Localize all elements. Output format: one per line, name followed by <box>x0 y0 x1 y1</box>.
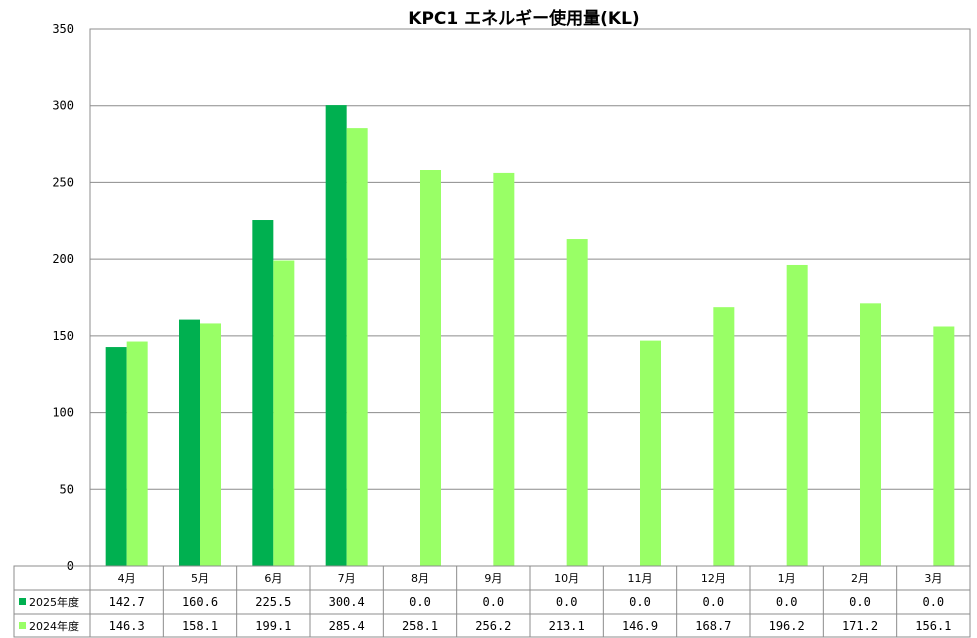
data-label: 156.1 <box>915 619 951 633</box>
data-label: 160.6 <box>182 595 218 609</box>
bar-series1 <box>179 319 200 566</box>
legend-swatch <box>19 622 26 629</box>
data-label: 0.0 <box>702 595 724 609</box>
x-tick-label: 2月 <box>851 572 869 585</box>
bar-series1 <box>105 347 127 566</box>
data-label: 146.3 <box>109 619 145 633</box>
legend-label: 2024年度 <box>29 619 79 633</box>
y-tick-label: 150 <box>52 329 74 343</box>
data-label: 0.0 <box>849 595 871 609</box>
data-label: 258.1 <box>402 619 438 633</box>
data-label: 300.4 <box>329 595 365 609</box>
y-tick-label: 50 <box>60 482 74 496</box>
data-table: 4月 5月 6月 7月 8月 9月 10月 11月 12月 1月 2月 3月 2025年度 142.7 16… <box>13 565 971 638</box>
bar-series2 <box>126 341 148 566</box>
bar-series2 <box>713 307 735 566</box>
data-label: 256.2 <box>475 619 511 633</box>
data-label: 0.0 <box>922 595 944 609</box>
bar-series2 <box>493 172 515 566</box>
data-label: 142.7 <box>109 595 145 609</box>
bar-series2 <box>786 264 808 566</box>
bar-series2 <box>860 303 881 566</box>
data-label: 0.0 <box>629 595 651 609</box>
legend-swatch <box>19 598 26 605</box>
y-tick-label: 350 <box>52 22 74 36</box>
chart-title: KPC1 エネルギー使用量(KL) <box>408 8 639 29</box>
x-tick-label: 3月 <box>924 572 942 585</box>
data-label: 213.1 <box>549 619 585 633</box>
data-label: 196.2 <box>769 619 805 633</box>
bars <box>105 105 955 567</box>
y-tick-label: 200 <box>52 252 74 266</box>
x-tick-label: 12月 <box>701 572 726 585</box>
y-tick-label: 100 <box>52 406 74 420</box>
data-label: 158.1 <box>182 619 218 633</box>
gridlines <box>89 28 971 567</box>
y-tick-label: 300 <box>52 99 74 113</box>
bar-series1 <box>325 105 347 566</box>
bar-series2 <box>273 260 295 566</box>
data-label: 285.4 <box>329 619 365 633</box>
x-tick-label: 1月 <box>778 572 796 585</box>
bar-series2 <box>640 340 661 566</box>
data-label: 0.0 <box>409 595 431 609</box>
bar-series2 <box>346 128 368 566</box>
data-label: 171.2 <box>842 619 878 633</box>
data-label: 225.5 <box>255 595 291 609</box>
data-label: 199.1 <box>255 619 291 633</box>
x-tick-label: 9月 <box>484 572 502 585</box>
bar-series2 <box>420 170 441 566</box>
y-tick-label: 250 <box>52 175 74 189</box>
bar-series2 <box>200 323 221 566</box>
data-label: 0.0 <box>776 595 798 609</box>
data-label: 146.9 <box>622 619 658 633</box>
bar-series2 <box>566 239 588 567</box>
x-tick-label: 8月 <box>411 572 429 585</box>
x-tick-label: 10月 <box>554 572 579 585</box>
x-tick-label: 6月 <box>264 572 282 585</box>
x-tick-label: 7月 <box>338 572 356 585</box>
data-label: 168.7 <box>695 619 731 633</box>
x-tick-label: 11月 <box>628 572 653 585</box>
plot-frame <box>89 28 971 567</box>
bar-series2 <box>933 326 955 566</box>
data-label: 0.0 <box>482 595 504 609</box>
data-label: 0.0 <box>556 595 578 609</box>
x-tick-label: 4月 <box>118 572 136 585</box>
legend-label: 2025年度 <box>29 595 79 609</box>
x-tick-label: 5月 <box>191 572 209 585</box>
bar-series1 <box>252 220 274 567</box>
